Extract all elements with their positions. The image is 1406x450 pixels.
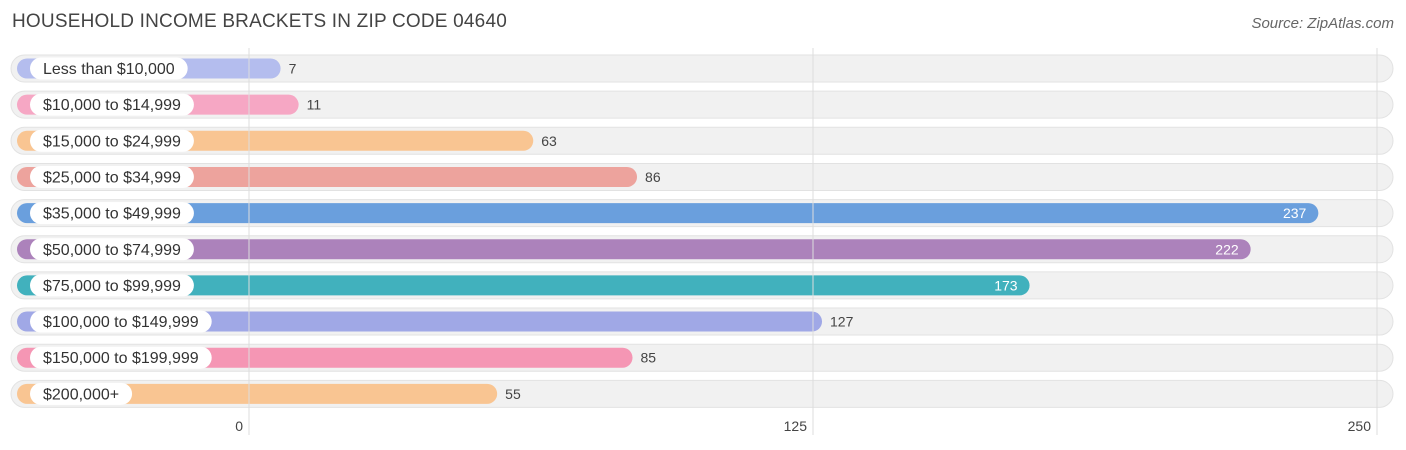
x-tick-label: 250 <box>1348 418 1372 434</box>
category-label-pill <box>30 57 188 80</box>
bar-track <box>10 54 1394 83</box>
category-label: $100,000 to $149,999 <box>43 314 199 331</box>
bar <box>17 203 1319 224</box>
category-label: $200,000+ <box>43 386 119 403</box>
category-label: $75,000 to $99,999 <box>43 278 181 295</box>
bar <box>17 239 1251 260</box>
source-credit: Source: ZipAtlas.com <box>1251 15 1394 32</box>
category-label-pill <box>30 310 212 333</box>
category-label: $10,000 to $14,999 <box>43 97 181 114</box>
category-label-pill <box>30 129 194 152</box>
category-label-pill <box>30 382 133 405</box>
category-label-pill <box>30 93 194 116</box>
value-label: 7 <box>289 61 297 77</box>
value-label: 86 <box>645 169 661 185</box>
category-label: $25,000 to $34,999 <box>43 169 181 186</box>
chart-title: HOUSEHOLD INCOME BRACKETS IN ZIP CODE 04… <box>12 11 507 32</box>
category-label: $15,000 to $24,999 <box>43 133 181 150</box>
x-tick-label: 125 <box>784 418 808 434</box>
bar <box>17 275 1030 296</box>
x-tick-label: 0 <box>235 418 243 434</box>
category-label-pill <box>30 238 194 261</box>
category-label-pill <box>30 165 194 188</box>
value-label: 173 <box>994 277 1018 293</box>
category-label-pill <box>30 274 194 297</box>
category-label: $150,000 to $199,999 <box>43 350 199 367</box>
category-label-pill <box>30 346 212 369</box>
value-label: 63 <box>541 133 557 149</box>
value-label: 127 <box>830 314 854 330</box>
category-label: $35,000 to $49,999 <box>43 206 181 223</box>
value-label: 55 <box>505 386 521 402</box>
value-label: 237 <box>1283 205 1307 221</box>
value-label: 11 <box>307 97 322 113</box>
category-label: $50,000 to $74,999 <box>43 242 181 259</box>
bar-track <box>10 90 1394 119</box>
bar <box>17 311 823 332</box>
category-label: Less than $10,000 <box>43 61 175 78</box>
value-label: 222 <box>1215 241 1239 257</box>
bar <box>17 383 498 404</box>
value-label: 85 <box>641 350 657 366</box>
category-label-pill <box>30 202 194 225</box>
